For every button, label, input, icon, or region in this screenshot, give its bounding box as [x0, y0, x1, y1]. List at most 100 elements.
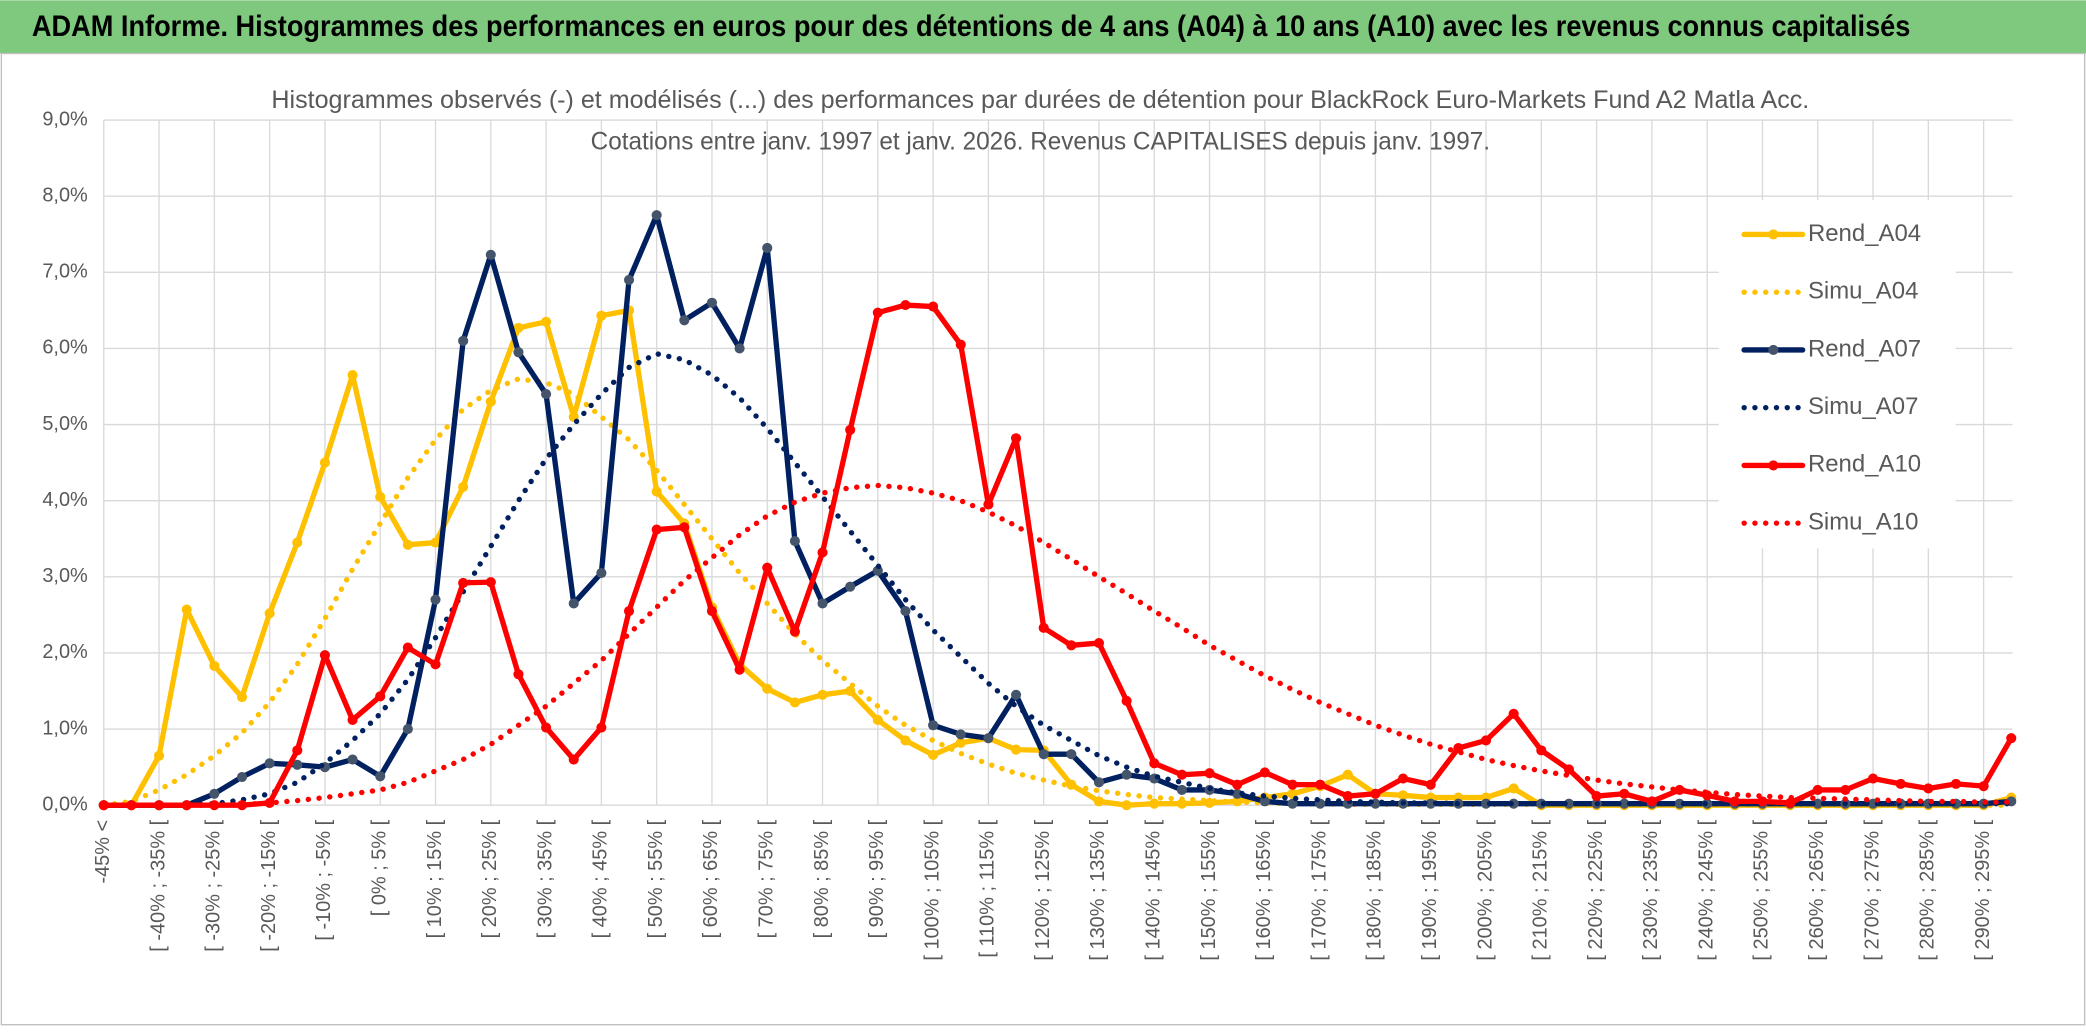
- y-tick-label: 6,0%: [42, 337, 88, 359]
- series-marker: [1895, 778, 1906, 789]
- header-title: ADAM Informe. Histogrammes des performan…: [32, 11, 1910, 43]
- series-marker: [1066, 640, 1077, 651]
- series-line: [101, 376, 2014, 808]
- series-marker: [264, 608, 275, 619]
- series-marker: [430, 659, 441, 670]
- series-marker: [928, 749, 939, 760]
- series-marker: [928, 720, 939, 731]
- series-marker: [1729, 796, 1740, 807]
- series-marker: [375, 491, 386, 502]
- x-tick-label: [ 60% ; 65% [: [700, 819, 722, 938]
- series-marker: [872, 714, 883, 725]
- series-marker: [845, 424, 856, 435]
- chart-subtitle: Cotations entre janv. 1997 et janv. 2026…: [591, 127, 1490, 155]
- x-tick-label: [ 80% ; 85% [: [811, 819, 833, 938]
- series-marker: [347, 714, 358, 725]
- x-tick-label: [ 210% ; 215% [: [1530, 819, 1552, 960]
- series-marker: [900, 299, 911, 311]
- series-marker: [458, 481, 469, 493]
- legend: Rend_A04 Simu_A04 Rend_A07 Simu_A07 Rend_A10…: [1741, 220, 1921, 535]
- series-marker: [292, 759, 303, 770]
- legend-label: Rend_A10: [1808, 451, 1921, 478]
- series-marker: [1867, 773, 1879, 784]
- series-marker: [1646, 796, 1657, 807]
- series-marker: [2006, 733, 2017, 744]
- series-marker: [1536, 745, 1547, 756]
- series-marker: [264, 758, 275, 769]
- series-marker: [1425, 798, 1436, 809]
- series-marker: [1978, 781, 1989, 792]
- series-marker: [1259, 796, 1270, 807]
- series-layer: [98, 210, 2017, 811]
- x-tick-label: [ 220% ; 225% [: [1585, 819, 1607, 960]
- series-marker: [817, 547, 828, 558]
- x-tick-label: [ 140% ; 145% [: [1143, 819, 1165, 960]
- series-marker: [1674, 784, 1685, 796]
- x-tick-label: [ 150% ; 155% [: [1198, 819, 1220, 960]
- x-tick-label: [ -40% ; -35% [: [147, 819, 169, 951]
- series-marker: [1315, 779, 1326, 790]
- y-tick-label: 1,0%: [42, 717, 88, 739]
- series-marker: [264, 797, 275, 808]
- y-tick-label: 5,0%: [42, 413, 88, 435]
- series-marker: [1287, 779, 1298, 790]
- x-tick-label: [ 290% ; 295% [: [1972, 819, 1994, 960]
- series-marker: [375, 771, 386, 782]
- series-marker: [292, 537, 303, 548]
- series-marker: [651, 524, 662, 535]
- series-marker: [541, 389, 552, 400]
- series-marker: [1674, 798, 1685, 809]
- series-marker: [1812, 784, 1823, 796]
- series-marker: [872, 307, 883, 318]
- series-line: [101, 351, 2014, 808]
- series-marker: [541, 722, 552, 733]
- series-marker: [1619, 788, 1630, 799]
- x-tick-label: [ 130% ; 135% [: [1087, 819, 1109, 960]
- x-tick-label: -45% <: [92, 820, 114, 884]
- legend-label: Rend_A04: [1808, 220, 1921, 247]
- series-marker: [734, 343, 745, 354]
- series-marker: [209, 788, 220, 799]
- series-marker: [1121, 800, 1132, 811]
- series-marker: [1563, 798, 1574, 809]
- series-marker: [1480, 735, 1492, 746]
- x-tick-label: [ -30% ; -25% [: [203, 819, 225, 951]
- x-tick-label: [ -10% ; -5% [: [313, 819, 335, 940]
- x-tick-label: [ 280% ; 285% [: [1917, 819, 1939, 960]
- series-marker: [1923, 783, 1934, 794]
- series-marker: [513, 347, 524, 358]
- series-marker: [706, 606, 718, 617]
- y-tick-label: 0,0%: [42, 793, 88, 815]
- series-marker: [1619, 798, 1630, 809]
- series-marker: [541, 316, 552, 327]
- x-tick-label: [ 190% ; 195% [: [1419, 819, 1441, 960]
- series-marker: [402, 539, 413, 550]
- series-marker: [154, 750, 165, 761]
- chart-title: Histogrammes observés (-) et modélisés (…: [271, 86, 1809, 114]
- series-marker: [1398, 773, 1409, 784]
- series-marker: [983, 499, 994, 510]
- series-marker: [1232, 779, 1243, 790]
- series-marker: [789, 697, 800, 708]
- x-tick-label: [ 100% ; 105% [: [921, 819, 943, 960]
- series-marker: [928, 301, 939, 312]
- y-tick-label: 8,0%: [42, 184, 88, 206]
- series-marker: [1038, 749, 1049, 760]
- x-tick-label: [ 30% ; 35% [: [534, 819, 556, 938]
- series-marker: [1149, 758, 1160, 769]
- series-marker: [513, 669, 524, 680]
- series-marker: [485, 249, 496, 260]
- series-marker: [513, 322, 524, 333]
- series-marker: [983, 733, 994, 744]
- x-tick-label: [ 260% ; 265% [: [1806, 819, 1828, 960]
- series-marker: [845, 581, 856, 592]
- series-marker: [126, 800, 137, 811]
- x-tick-label: [ 250% ; 255% [: [1751, 819, 1773, 960]
- series-marker: [375, 691, 386, 702]
- series-marker: [402, 642, 413, 653]
- series-marker: [1950, 778, 1962, 789]
- series-marker: [236, 771, 248, 783]
- series-marker: [817, 598, 828, 609]
- series-marker: [1480, 798, 1492, 809]
